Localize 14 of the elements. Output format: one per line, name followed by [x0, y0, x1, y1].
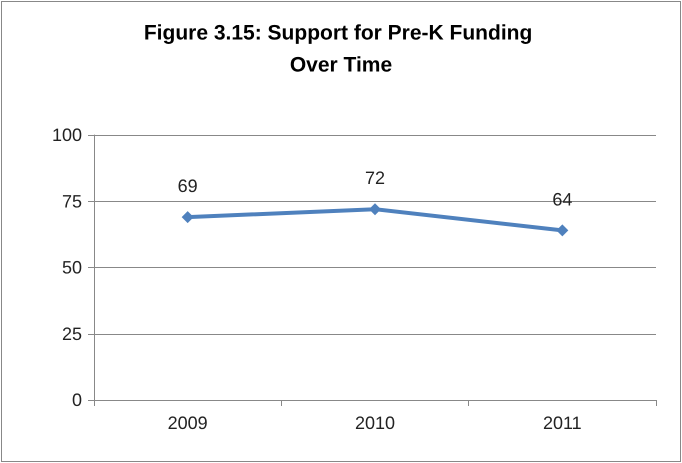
- x-tick-label: 2010: [354, 413, 396, 433]
- y-tick-label: 75: [62, 191, 82, 212]
- data-label: 72: [364, 168, 386, 188]
- y-tick-label: 25: [62, 324, 82, 344]
- y-tick-label: 50: [62, 258, 82, 278]
- x-tick-label: 2009: [168, 413, 208, 433]
- data-label: 64: [552, 189, 572, 210]
- y-tick-label: 0: [72, 390, 82, 410]
- chart-title: Figure 3.15: Support for Pre-K Funding Over Time: [144, 22, 538, 76]
- data-label: 69: [178, 176, 198, 196]
- y-tick-label: 100: [52, 125, 82, 145]
- point: [556, 224, 568, 236]
- point: [369, 203, 381, 216]
- x-tick-label: 2011: [542, 413, 582, 433]
